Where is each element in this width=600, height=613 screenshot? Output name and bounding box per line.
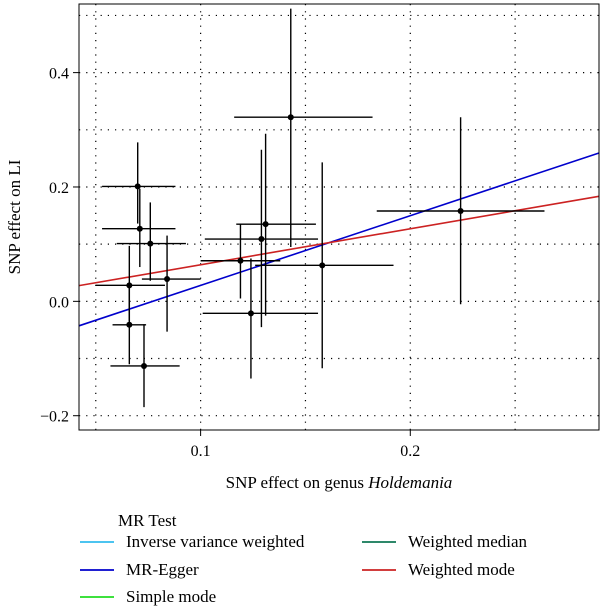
legend-label: Weighted mode: [408, 560, 515, 579]
data-point: [204, 149, 319, 328]
point-marker: [247, 310, 254, 317]
plot-frame: [78, 3, 600, 431]
x-axis-label: SNP effect on genus Holdemania: [226, 473, 453, 492]
legend-label: Weighted median: [408, 532, 528, 551]
data-point: [141, 235, 201, 332]
point-marker: [126, 321, 133, 328]
point-marker: [141, 362, 147, 369]
data-point: [234, 8, 373, 248]
legend-entries: Inverse variance weighted Weighted median…: [80, 532, 528, 606]
legend-entry: Inverse variance weighted: [80, 532, 305, 551]
axes: 0.1 0.2 −0.2 0.0 0.2 0.4: [40, 66, 420, 460]
data-point: [95, 245, 165, 322]
legend-label: MR-Egger: [126, 560, 199, 579]
x-tick-label: 0.2: [400, 443, 420, 460]
point-marker: [457, 207, 464, 214]
legend-label: Inverse variance weighted: [126, 532, 305, 551]
point-marker: [258, 236, 265, 243]
y-tick-label: 0.2: [49, 180, 69, 197]
legend-label: Simple mode: [126, 587, 216, 606]
regression-lines: [78, 152, 600, 327]
point-marker: [164, 276, 171, 283]
point-marker: [319, 262, 326, 269]
legend-entry: MR-Egger: [80, 560, 199, 579]
line-weighted-mode: [78, 195, 600, 287]
data-point: [376, 117, 545, 305]
legend-entry: Weighted mode: [362, 560, 515, 579]
data-point: [116, 202, 186, 281]
data-point: [102, 188, 176, 268]
point-marker: [262, 221, 269, 228]
y-tick-label: 0.0: [49, 294, 69, 311]
data-point: [102, 142, 176, 224]
legend-title: MR Test: [118, 511, 177, 530]
y-tick-label: −0.2: [40, 409, 69, 426]
point-marker: [134, 183, 141, 190]
line-mr-egger: [78, 152, 600, 327]
point-marker: [237, 257, 244, 264]
legend: MR Test Inverse variance weighted Weighte…: [80, 511, 528, 606]
data-point: [200, 224, 281, 299]
data-point: [255, 162, 394, 369]
y-tick-label: 0.4: [49, 66, 69, 83]
legend-entry: Weighted median: [362, 532, 528, 551]
x-tick-label: 0.1: [191, 443, 211, 460]
data-point: [236, 133, 316, 316]
point-marker: [126, 282, 133, 289]
point-marker: [287, 114, 294, 121]
y-axis-label: SNP effect on LI: [5, 159, 24, 274]
data-points: [95, 8, 545, 408]
data-point: [110, 324, 180, 408]
point-marker: [136, 225, 143, 232]
point-marker: [147, 240, 154, 247]
data-point: [202, 258, 319, 379]
legend-entry: Simple mode: [80, 587, 216, 606]
